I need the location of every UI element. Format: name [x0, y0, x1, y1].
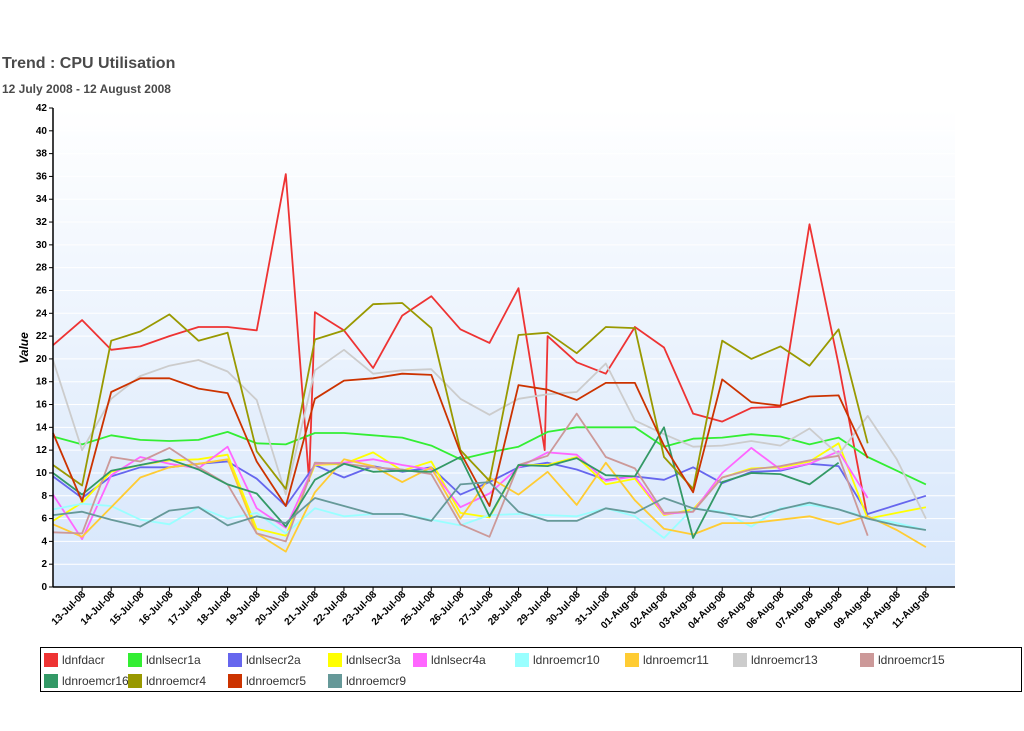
y-tick-label: 36 — [36, 171, 48, 182]
series-line-ldnroemcr9 — [52, 481, 927, 531]
y-tick-label: 18 — [36, 377, 48, 388]
series-lines — [52, 173, 927, 553]
y-tick-label: 24 — [36, 308, 48, 319]
legend-label: ldnlsecr4a — [431, 653, 486, 667]
y-tick-label: 30 — [36, 240, 48, 251]
y-tick-label: 12 — [36, 445, 48, 456]
legend-swatch — [625, 653, 639, 667]
legend-item-ldnroemcr4: ldnroemcr4 — [128, 671, 206, 691]
legend-label: ldnlsecr2a — [246, 653, 301, 667]
y-tick-label: 4 — [41, 536, 47, 547]
chart-legend: ldnfdacr ldnlsecr1a ldnlsecr2a ldnlsecr3a ld… — [40, 647, 1022, 692]
y-tick-label: 2 — [41, 559, 47, 570]
series-line-ldnlsecr1a — [52, 426, 927, 486]
y-tick-label: 22 — [36, 331, 48, 342]
legend-item-ldnlsecr2a: ldnlsecr2a — [228, 650, 301, 670]
y-tick-label: 38 — [36, 149, 48, 160]
legend-label: ldnroemcr13 — [751, 653, 818, 667]
legend-label: ldnroemcr16 — [62, 674, 129, 688]
legend-swatch — [328, 674, 342, 688]
legend-label: ldnroemcr5 — [246, 674, 307, 688]
legend-item-ldnlsecr4a: ldnlsecr4a — [413, 650, 486, 670]
legend-swatch — [128, 674, 142, 688]
series-line-ldnfdacr — [52, 173, 869, 519]
legend-item-ldnroemcr13: ldnroemcr13 — [733, 650, 818, 670]
series-line-ldnroemcr15 — [52, 412, 869, 543]
legend-swatch — [413, 653, 427, 667]
legend-label: ldnroemcr9 — [346, 674, 407, 688]
y-tick-label: 40 — [36, 126, 48, 137]
y-tick-label: 10 — [36, 468, 48, 479]
y-tick-label: 42 — [36, 103, 48, 114]
series-line-ldnlsecr3a — [52, 442, 927, 537]
legend-label: ldnlsecr1a — [146, 653, 201, 667]
legend-swatch — [228, 674, 242, 688]
legend-swatch — [733, 653, 747, 667]
legend-label: ldnfdacr — [62, 653, 105, 667]
legend-label: ldnroemcr10 — [533, 653, 600, 667]
legend-swatch — [228, 653, 242, 667]
legend-swatch — [44, 653, 58, 667]
legend-swatch — [515, 653, 529, 667]
y-tick-label: 28 — [36, 263, 48, 274]
y-tick-label: 32 — [36, 217, 48, 228]
legend-item-ldnroemcr11: ldnroemcr11 — [625, 650, 709, 670]
legend-item-ldnroemcr16: ldnroemcr16 — [44, 671, 129, 691]
y-tick-label: 6 — [41, 514, 47, 525]
y-tick-label: 16 — [36, 400, 48, 411]
legend-item-ldnroemcr9: ldnroemcr9 — [328, 671, 406, 691]
chart-subtitle: 12 July 2008 - 12 August 2008 — [2, 82, 171, 96]
y-tick-label: 0 — [41, 582, 47, 593]
y-tick-label: 8 — [41, 491, 47, 502]
y-tick-label: 14 — [36, 422, 48, 433]
y-tick-label: 26 — [36, 285, 48, 296]
legend-label: ldnroemcr4 — [146, 674, 207, 688]
legend-swatch — [860, 653, 874, 667]
legend-item-ldnroemcr15: ldnroemcr15 — [860, 650, 945, 670]
chart-title: Trend : CPU Utilisation — [2, 55, 176, 72]
series-line-ldnroemcr5 — [52, 372, 869, 507]
legend-item-ldnroemcr10: ldnroemcr10 — [515, 650, 600, 670]
legend-label: ldnroemcr15 — [878, 653, 945, 667]
legend-label: ldnlsecr3a — [346, 653, 401, 667]
plot-area — [53, 108, 955, 587]
legend-item-ldnroemcr5: ldnroemcr5 — [228, 671, 306, 691]
y-axis-label: Value — [17, 332, 31, 364]
legend-swatch — [128, 653, 142, 667]
y-tick-label: 20 — [36, 354, 48, 365]
legend-item-ldnfdacr: ldnfdacr — [44, 650, 105, 670]
legend-swatch — [328, 653, 342, 667]
y-tick-label: 34 — [36, 194, 48, 205]
series-line-ldnroemcr13 — [52, 348, 927, 519]
legend-item-ldnlsecr1a: ldnlsecr1a — [128, 650, 201, 670]
legend-item-ldnlsecr3a: ldnlsecr3a — [328, 650, 401, 670]
legend-label: ldnroemcr11 — [643, 653, 709, 667]
legend-swatch — [44, 674, 58, 688]
